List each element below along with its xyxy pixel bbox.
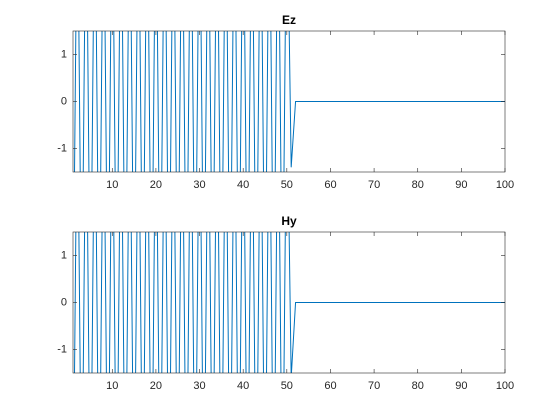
chart-title: Ez [282, 13, 296, 27]
y-tick-label: 0 [61, 95, 67, 107]
axes: 10 20 30 40 50 60 70 80 90 100 -1 0 1 Hy [57, 214, 514, 392]
x-tick-label: 30 [193, 380, 205, 392]
data-line [74, 31, 505, 172]
x-tick-label: 20 [150, 179, 162, 191]
x-tick-label: 10 [106, 179, 118, 191]
x-tick-label: 70 [368, 179, 380, 191]
axes: 10 20 30 40 50 60 70 80 90 100 -1 0 1 Ez [57, 13, 514, 191]
y-tick-label: 1 [61, 48, 67, 60]
x-tick-label: 50 [281, 179, 293, 191]
x-tick-label: 10 [106, 380, 118, 392]
x-tick-label: 80 [412, 380, 424, 392]
y-tick-label: -1 [57, 142, 67, 154]
data-line [74, 232, 505, 373]
x-tick-label: 90 [455, 380, 467, 392]
x-tick-label: 30 [193, 179, 205, 191]
y-tick-label: -1 [57, 343, 67, 355]
x-tick-label: 60 [324, 380, 336, 392]
x-tick-label: 90 [455, 179, 467, 191]
x-tick-label: 20 [150, 380, 162, 392]
x-tick-label: 100 [496, 380, 514, 392]
x-tick-label: 60 [324, 179, 336, 191]
x-tick-label: 50 [281, 380, 293, 392]
y-tick-label: 0 [61, 296, 67, 308]
x-tick-label: 70 [368, 380, 380, 392]
y-tick-label: 1 [61, 249, 67, 261]
x-tick-label: 40 [237, 380, 249, 392]
x-tick-label: 100 [496, 179, 514, 191]
x-tick-label: 80 [412, 179, 424, 191]
x-tick-label: 40 [237, 179, 249, 191]
chart-title: Hy [281, 214, 297, 228]
